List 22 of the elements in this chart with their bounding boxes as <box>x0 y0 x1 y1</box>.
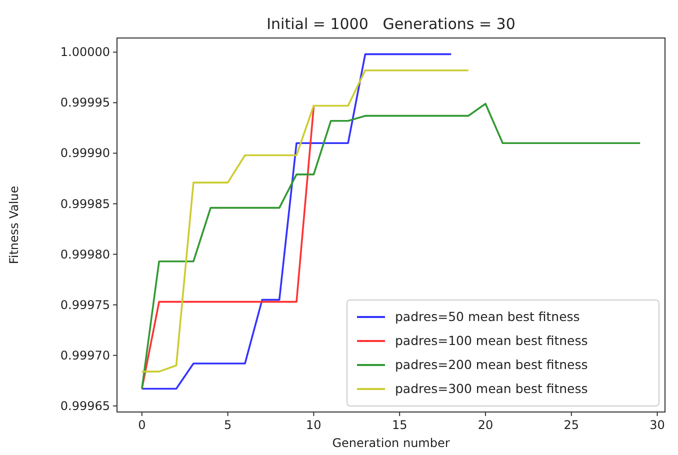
x-tick-label: 0 <box>138 418 146 432</box>
x-axis-title: Generation number <box>332 436 450 450</box>
y-tick-label: 0.99965 <box>60 398 110 413</box>
y-tick-label: 1.00000 <box>60 45 110 60</box>
chart-title: Initial = 1000 Generations = 30 <box>266 15 516 33</box>
y-axis-title: Fitness Value <box>7 186 21 264</box>
x-tick-label: 20 <box>478 418 494 432</box>
y-tick-label: 0.99995 <box>60 96 110 110</box>
legend-label: padres=50 mean best fitness <box>395 309 580 324</box>
x-tick-label: 15 <box>392 418 408 432</box>
y-tick-label: 0.99970 <box>60 348 110 362</box>
legend-label: padres=100 mean best fitness <box>395 333 588 348</box>
x-tick-label: 25 <box>564 418 580 432</box>
y-tick-label: 0.99985 <box>60 196 110 211</box>
x-tick-label: 5 <box>224 418 232 432</box>
y-tick-label: 0.99975 <box>60 298 110 312</box>
legend-label: padres=200 mean best fitness <box>395 357 588 372</box>
x-tick-label: 10 <box>306 418 322 432</box>
y-tick-label: 0.99980 <box>60 247 110 262</box>
y-tick-label: 0.99990 <box>60 146 110 160</box>
legend-label: padres=300 mean best fitness <box>395 381 588 396</box>
x-tick-label: 30 <box>650 418 665 432</box>
